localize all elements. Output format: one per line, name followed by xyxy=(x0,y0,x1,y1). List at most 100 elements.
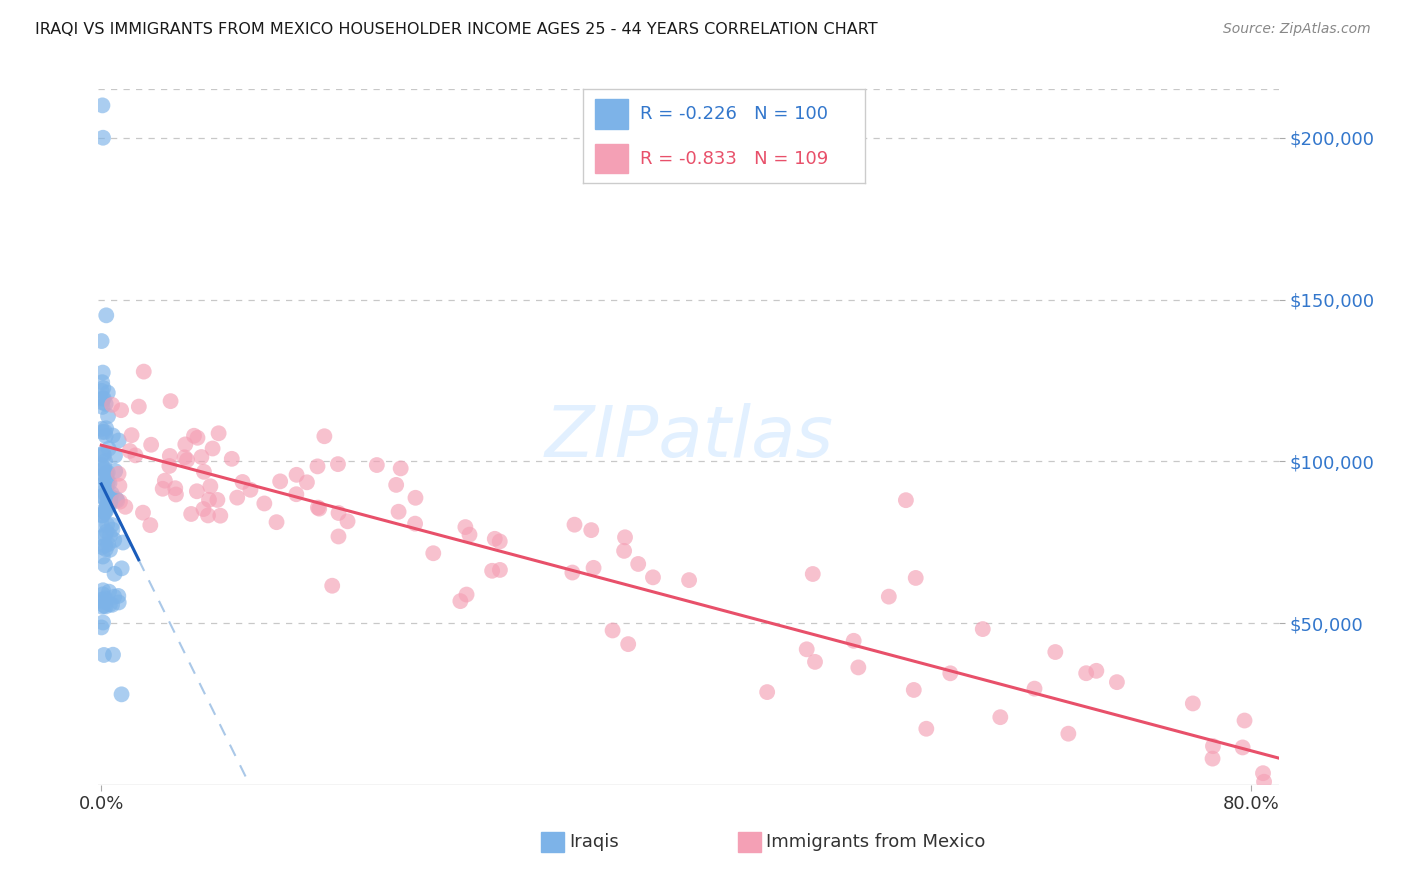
Point xyxy=(91,446,114,460)
Point xyxy=(91,392,114,406)
Point xyxy=(101,523,124,537)
Point xyxy=(1253,774,1275,789)
Point xyxy=(90,422,112,436)
Point xyxy=(91,583,114,598)
Point xyxy=(96,499,118,513)
Point xyxy=(1232,740,1254,755)
Point xyxy=(939,666,962,681)
Point xyxy=(93,504,115,518)
Point xyxy=(97,475,120,490)
Point xyxy=(627,557,650,571)
Point xyxy=(94,528,117,542)
Point xyxy=(105,493,128,508)
Point xyxy=(94,558,117,573)
Point xyxy=(108,494,131,508)
Point xyxy=(564,517,586,532)
Point xyxy=(641,570,664,584)
Point xyxy=(321,579,343,593)
Point xyxy=(98,528,121,542)
Point xyxy=(422,546,444,560)
Point xyxy=(91,615,114,630)
Point xyxy=(1181,697,1204,711)
Point xyxy=(613,544,636,558)
Point xyxy=(107,595,129,609)
Point xyxy=(1085,664,1108,678)
Point xyxy=(328,529,350,543)
Point xyxy=(93,467,115,482)
Point xyxy=(159,394,181,409)
Point xyxy=(326,457,349,471)
Point xyxy=(385,478,408,492)
Point xyxy=(484,532,506,546)
Point xyxy=(454,520,477,534)
Text: ZIPatlas: ZIPatlas xyxy=(544,402,834,472)
Point xyxy=(96,498,118,512)
Point xyxy=(96,467,118,481)
Text: R = -0.226   N = 100: R = -0.226 N = 100 xyxy=(640,104,828,122)
Point xyxy=(489,563,512,577)
Point xyxy=(91,508,114,523)
Point xyxy=(266,515,288,529)
Point xyxy=(94,397,117,411)
Point xyxy=(104,464,127,478)
Point xyxy=(481,564,503,578)
Point xyxy=(90,334,112,348)
Point xyxy=(103,590,125,604)
Point xyxy=(98,494,121,508)
Point xyxy=(209,508,232,523)
Point xyxy=(91,381,114,395)
Point xyxy=(387,505,409,519)
Point xyxy=(107,589,129,603)
Point xyxy=(389,461,412,475)
Point xyxy=(107,434,129,448)
Point xyxy=(174,437,197,451)
Point xyxy=(94,542,117,557)
Point xyxy=(94,454,117,468)
Point xyxy=(118,444,141,458)
Point xyxy=(308,501,330,516)
Point xyxy=(1233,714,1256,728)
Text: Iraqis: Iraqis xyxy=(569,833,619,851)
Point xyxy=(97,491,120,505)
Point xyxy=(103,533,125,547)
Point xyxy=(104,449,127,463)
Text: R = -0.833   N = 109: R = -0.833 N = 109 xyxy=(640,150,828,168)
Point xyxy=(201,442,224,456)
Text: Source: ZipAtlas.com: Source: ZipAtlas.com xyxy=(1223,22,1371,37)
Point xyxy=(193,465,215,479)
Point xyxy=(97,385,120,400)
Point xyxy=(124,448,146,462)
Point xyxy=(108,479,131,493)
Point xyxy=(193,502,215,516)
Point xyxy=(152,482,174,496)
Point xyxy=(180,507,202,521)
Point xyxy=(114,500,136,514)
Point xyxy=(561,566,583,580)
Point xyxy=(91,425,114,439)
Point xyxy=(915,722,938,736)
Point xyxy=(159,449,181,463)
Point xyxy=(101,517,124,532)
Point xyxy=(94,425,117,439)
Point xyxy=(93,505,115,519)
Point xyxy=(93,392,115,406)
Point xyxy=(93,599,115,613)
Point xyxy=(842,633,865,648)
Point xyxy=(153,474,176,488)
Point xyxy=(91,549,114,564)
Point xyxy=(801,566,824,581)
Point xyxy=(903,682,925,697)
Point xyxy=(207,426,229,441)
Point xyxy=(91,98,114,112)
Point xyxy=(94,421,117,435)
Point xyxy=(678,573,700,587)
Point xyxy=(404,491,426,505)
Point xyxy=(165,487,187,501)
Point xyxy=(128,400,150,414)
Point xyxy=(98,584,121,599)
Point xyxy=(94,487,117,501)
Point xyxy=(458,527,481,541)
Point xyxy=(101,598,124,612)
Point xyxy=(336,514,359,528)
Point xyxy=(253,496,276,510)
